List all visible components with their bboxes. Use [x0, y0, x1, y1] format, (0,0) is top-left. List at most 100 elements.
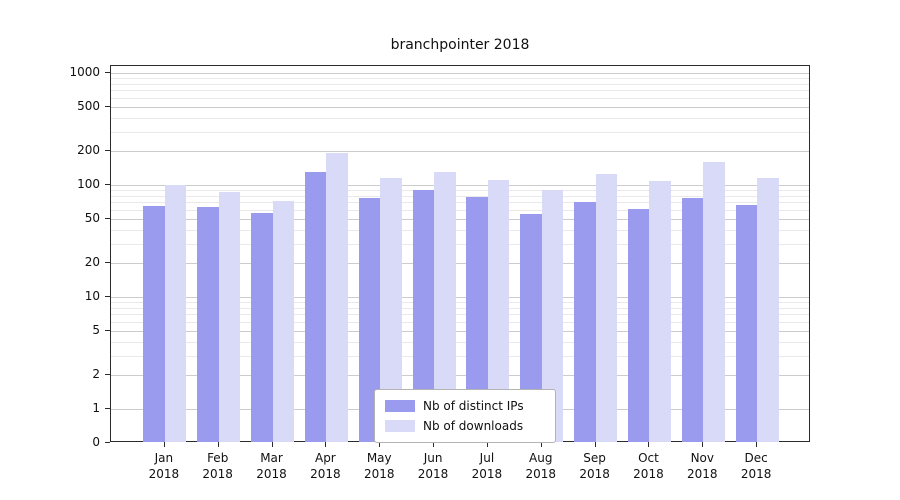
bar-downloads [757, 178, 779, 442]
gridline-minor [111, 78, 809, 80]
legend-item-distinct-ips: Nb of distinct IPs [385, 397, 545, 415]
x-tick-label: Mar 2018 [242, 450, 302, 482]
x-tick-mark [217, 442, 219, 447]
gridline-major [111, 263, 809, 265]
gridline-major [111, 151, 809, 153]
x-tick-mark [163, 442, 165, 447]
bar-distinct-ips [412, 190, 435, 442]
x-tick-month: Oct [638, 451, 659, 465]
x-tick-mark [702, 442, 704, 447]
bar-distinct-ips [358, 197, 381, 442]
gridline-minor [111, 307, 809, 309]
x-tick-year: 2018 [525, 467, 557, 481]
x-tick-mark [486, 442, 488, 447]
bar-distinct-ips [574, 202, 596, 442]
bar-distinct-ips [627, 209, 650, 442]
y-tick-label: 10 [84, 289, 100, 303]
bar-downloads [326, 152, 348, 442]
x-tick-label: Nov 2018 [672, 450, 732, 482]
gridline-minor [111, 195, 809, 197]
y-tick-mark [105, 105, 110, 107]
x-tick-mark [540, 442, 542, 447]
x-tick-year: 2018 [148, 467, 180, 481]
gridline-minor [111, 321, 809, 323]
x-tick-month: Jun [423, 451, 443, 465]
bar-distinct-ips [466, 197, 488, 442]
y-tick-label: 5 [92, 322, 100, 337]
gridline-minor [111, 83, 809, 85]
x-tick-label: May 2018 [349, 450, 409, 482]
x-tick-label: Dec 2018 [726, 450, 786, 482]
legend-label-downloads: Nb of downloads [423, 419, 524, 433]
y-tick-label: 2 [92, 367, 100, 382]
gridline-major [111, 375, 809, 377]
x-tick-year: 2018 [417, 467, 449, 481]
legend-swatch-downloads [385, 420, 415, 432]
gridline-minor [111, 314, 809, 316]
y-tick-label: 200 [77, 143, 100, 158]
bar-downloads [541, 190, 564, 442]
x-tick-month: Apr [314, 451, 336, 465]
gridline-minor [111, 190, 809, 192]
gridline-minor [111, 209, 809, 211]
bar-downloads [380, 178, 402, 442]
x-tick-month: Jul [479, 451, 495, 465]
x-tick-year: 2018 [687, 467, 718, 481]
x-tick-label: Sep 2018 [565, 450, 625, 482]
gridline-minor [111, 229, 809, 231]
y-tick-mark [105, 296, 110, 297]
x-tick-label: Aug 2018 [511, 450, 571, 482]
y-tick-mark [105, 408, 110, 409]
y-tick-mark [105, 374, 110, 376]
x-tick-month: Aug [529, 451, 553, 465]
gridline-minor [111, 355, 809, 357]
gridline-major [111, 73, 809, 74]
y-tick-label: 0 [92, 435, 100, 449]
x-tick-label: Jan 2018 [134, 450, 194, 482]
x-tick-mark [594, 442, 596, 447]
y-tick-mark [105, 150, 110, 152]
gridline-minor [111, 117, 809, 119]
x-tick-year: 2018 [310, 467, 341, 481]
gridline-major [111, 106, 809, 108]
gridline-minor [111, 90, 809, 92]
gridline-minor [111, 131, 809, 133]
x-tick-mark [648, 442, 650, 447]
x-tick-month: Dec [744, 451, 768, 465]
x-tick-mark [433, 442, 435, 447]
bar-downloads [434, 172, 456, 442]
y-tick-label: 20 [84, 255, 100, 270]
y-tick-label: 100 [77, 177, 100, 191]
y-tick-mark [105, 262, 110, 264]
y-tick-label: 50 [84, 210, 100, 225]
x-tick-year: 2018 [633, 467, 664, 481]
x-tick-label: Jul 2018 [457, 450, 517, 482]
gridline-minor [111, 302, 809, 304]
bar-distinct-ips [735, 205, 758, 442]
x-tick-year: 2018 [363, 467, 395, 481]
x-tick-label: Feb 2018 [188, 450, 248, 482]
gridline-major [111, 330, 809, 332]
bar-downloads [218, 191, 241, 442]
y-tick-mark [105, 329, 110, 331]
x-tick-label: Apr 2018 [295, 450, 355, 482]
bar-distinct-ips [304, 172, 327, 442]
legend: Nb of distinct IPs Nb of downloads [374, 389, 556, 443]
y-tick-label: 1 [92, 401, 100, 415]
gridline-major [111, 218, 809, 220]
legend-item-downloads: Nb of downloads [385, 417, 545, 435]
x-tick-mark [325, 442, 327, 447]
x-tick-label: Jun 2018 [403, 450, 463, 482]
bar-downloads [487, 180, 510, 442]
x-tick-year: 2018 [202, 467, 233, 481]
gridline-minor [111, 202, 809, 204]
x-tick-year: 2018 [579, 467, 610, 481]
y-tick-mark [105, 217, 110, 219]
x-tick-label: Oct 2018 [618, 450, 678, 482]
x-tick-year: 2018 [471, 467, 503, 481]
bar-distinct-ips [681, 197, 704, 442]
x-tick-year: 2018 [740, 467, 772, 481]
bar-distinct-ips [251, 213, 273, 442]
bar-downloads [164, 185, 187, 442]
